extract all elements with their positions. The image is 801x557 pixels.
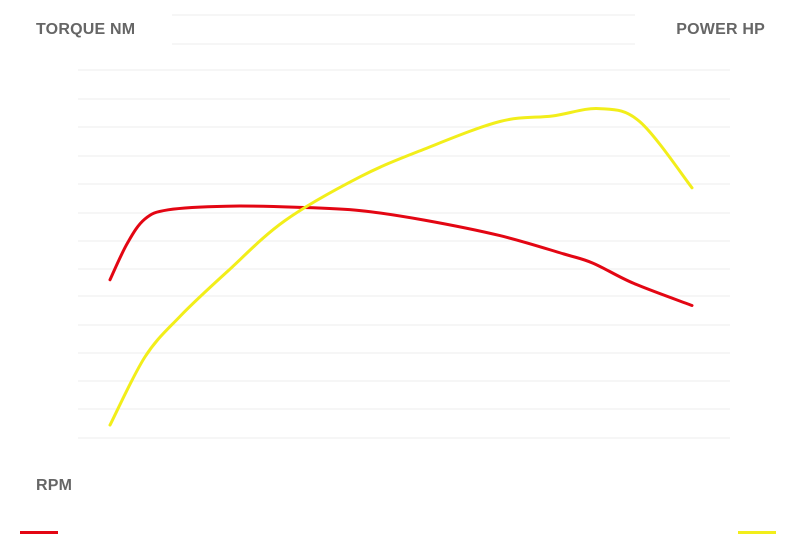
legend-torque-swatch	[20, 531, 58, 534]
series-layer	[108, 107, 694, 427]
y-axis-left-title: TORQUE NM	[36, 21, 136, 38]
grid	[78, 14, 730, 439]
torque-line	[108, 204, 694, 307]
y-axis-right-title: POWER HP	[676, 21, 765, 38]
power-line	[108, 107, 694, 427]
legend-power-swatch	[738, 531, 776, 534]
x-axis-title: RPM	[36, 477, 73, 494]
